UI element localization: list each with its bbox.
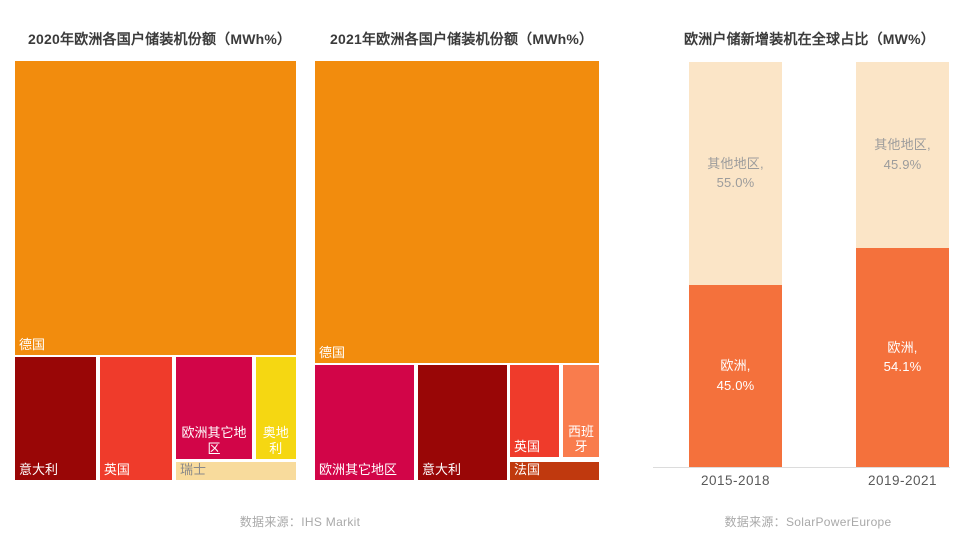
treemap-cell-uk: 英国 (98, 355, 174, 481)
treemap-cell-other-europe: 欧洲其它地区 (175, 355, 254, 460)
treemap-2020: 德国意大利 英国 欧洲其它地区 奥地利瑞士 (14, 60, 297, 481)
bar-chart-plot: 其他地区, 55.0% 欧洲, 45.0% 2015-2018 其他地区, 45.9%… (653, 62, 950, 488)
treemap-cell-switzerland: 瑞士 (175, 460, 297, 481)
treemap-2021-title: 2021年欧洲各国户储装机份额（MWh%） (330, 31, 594, 47)
x-tick-label: 2015-2018 (700, 473, 771, 488)
treemap-cell-label: 西班牙 (567, 423, 594, 455)
bar-segment-欧洲: 欧洲, 45.0% (689, 284, 782, 467)
treemap-cell-germany: 德国 (314, 60, 600, 364)
stacked-bar-2019-2021: 其他地区, 45.9% 欧洲, 54.1% (856, 62, 949, 467)
treemap-cell-label: 瑞士 (180, 462, 207, 478)
stacked-bar-2015-2018: 其他地区, 55.0% 欧洲, 45.0% (689, 62, 782, 467)
bar-segment-其他地区: 其他地区, 55.0% (689, 62, 782, 285)
treemap-2020-title: 2020年欧洲各国户储装机份额（MWh%） (28, 31, 292, 47)
treemap-2021: 德国欧洲其它地区 意大利 英国 西班牙法国 (314, 60, 600, 481)
source-note-right: 数据来源：SolarPowerEurope (724, 515, 892, 529)
bar-segment-欧洲: 欧洲, 54.1% (856, 247, 949, 467)
treemap-cell-spain: 西班牙 (561, 363, 600, 459)
treemap-cell-label: 意大利 (421, 462, 461, 478)
treemap-cell-label: 德国 (319, 345, 346, 361)
treemap-cell-label: 英国 (514, 439, 541, 455)
treemap-cell-other-europe: 欧洲其它地区 (314, 363, 415, 481)
treemap-cell-label: 欧洲其它地区 (319, 462, 398, 478)
treemap-cell-france: 法国 (509, 460, 600, 481)
bar-segment-其他地区: 其他地区, 45.9% (856, 62, 949, 248)
treemap-cell-label: 法国 (514, 462, 541, 478)
source-note-left: 数据来源：IHS Markit (239, 515, 361, 529)
treemap-cell-label: 英国 (103, 462, 130, 478)
treemap-cell-austria: 奥地利 (254, 355, 297, 460)
bar-chart-title: 欧洲户储新增装机在全球占比（MW%） (684, 31, 935, 47)
treemap-cell-italy: 意大利 (416, 363, 508, 481)
treemap-cell-label: 德国 (19, 336, 46, 352)
x-tick-label: 2019-2021 (867, 473, 938, 488)
treemap-cell-uk: 英国 (509, 363, 560, 459)
x-axis-line (653, 467, 950, 468)
treemap-cell-label: 奥地利 (262, 425, 289, 457)
treemap-cell-label: 欧洲其它地区 (181, 425, 247, 457)
treemap-cell-germany: 德国 (14, 60, 297, 356)
treemap-cell-label: 意大利 (19, 462, 59, 478)
treemap-cell-italy: 意大利 (14, 355, 98, 481)
